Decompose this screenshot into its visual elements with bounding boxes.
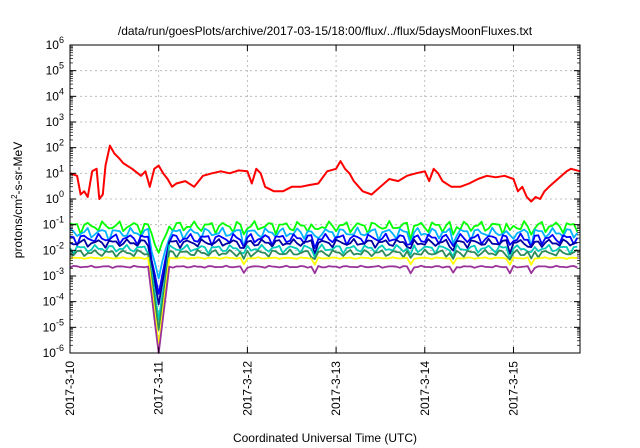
x-tick-label: 2017-3-11	[152, 361, 166, 415]
x-axis-ticks: 2017-3-10 2017-3-11 2017-3-12 2017-3-13 2017…	[63, 45, 520, 416]
series-line-4	[69, 232, 579, 295]
x-tick-label: 2017-3-14	[418, 361, 432, 416]
y-tick-label: 10-5	[43, 317, 64, 334]
x-tick-label: 2017-3-15	[506, 361, 520, 416]
y-tick-label: 106	[46, 35, 64, 52]
y-axis-ticks: 106 105 104 103 102 101 100 10-1 10-2 10-3 10-4 10-…	[43, 35, 580, 360]
series-line-2	[69, 220, 579, 254]
y-tick-label: 105	[46, 61, 64, 78]
x-tick-label: 2017-3-10	[63, 361, 77, 416]
x-axis-label: Coordinated Universal Time (UTC)	[233, 431, 417, 445]
x-tick-label: 2017-3-12	[240, 361, 254, 416]
series-line-6	[69, 243, 578, 321]
y-tick-label: 102	[46, 138, 64, 155]
chart-title: /data/run/goesPlots/archive/2017-03-15/1…	[118, 24, 533, 38]
data-series	[69, 144, 581, 354]
grid-lines	[70, 45, 580, 353]
series-line-5	[69, 238, 578, 306]
y-tick-label: 104	[46, 86, 64, 103]
series-line-1	[69, 144, 581, 203]
series-line-7	[69, 248, 578, 331]
y-tick-label: 103	[46, 112, 64, 129]
series-line-3	[69, 226, 579, 280]
y-tick-label: 10-2	[43, 240, 64, 257]
y-tick-label: 10-4	[43, 292, 64, 309]
y-tick-label: 101	[46, 163, 64, 180]
y-tick-label: 10-6	[43, 343, 64, 360]
y-tick-label: 100	[46, 189, 64, 206]
y-tick-label: 10-3	[43, 266, 64, 283]
series-line-9	[69, 264, 578, 354]
x-tick-label: 2017-3-13	[329, 361, 343, 416]
series-line-8	[69, 256, 578, 347]
y-axis-label: protons/cm2-s-sr-MeV	[10, 142, 25, 258]
y-tick-label: 10-1	[43, 215, 64, 232]
